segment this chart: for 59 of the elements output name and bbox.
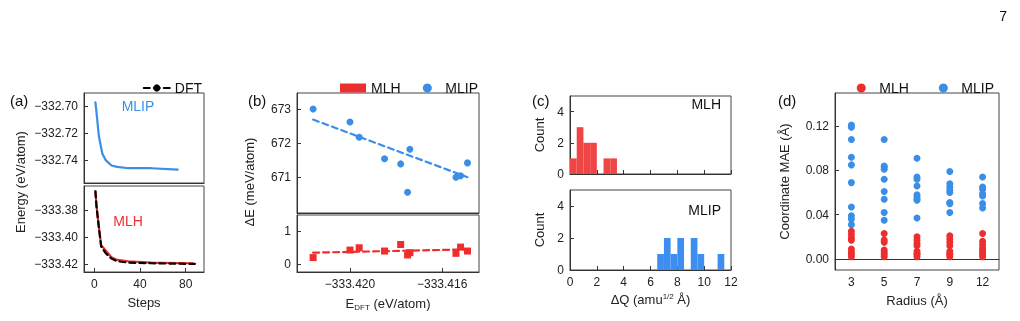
x-tick-label: 12 [724,275,738,289]
y-tick-label: 671 [270,170,292,185]
annotation: MLH [691,96,721,112]
y-tick-label: 4 [557,199,565,213]
legend-label: MLH [371,80,401,96]
y-axis-title: Energy (eV/atom) [12,131,28,233]
y-tick-label: 0.12 [805,119,830,134]
x-tick-label: 0 [566,275,574,289]
legend-label: MLIP [961,80,995,96]
y-tick-label: −332.74 [34,153,79,168]
x-tick-label: 2 [593,275,601,289]
x-tick-label: 9 [946,275,954,289]
x-tick-label: 3 [848,275,856,289]
legend-label: MLH [879,80,909,96]
legend-label: DFT [174,80,203,96]
legend-label: MLIP [445,80,479,96]
y-tick-label: −333.38 [34,203,79,218]
x-tick-label: 6 [647,275,655,289]
x-tick-label: −333.420 [324,277,376,291]
y-tick-label: −332.70 [34,99,79,114]
x-tick-label: 5 [880,275,888,289]
x-tick-label: 10 [697,275,712,289]
y-tick-label: 2 [557,135,565,150]
annotation: MLIP [688,202,721,218]
y-tick-label: 673 [270,102,292,117]
x-tick-label: 40 [133,277,147,291]
chart-title: (c) [532,92,550,109]
x-tick-label: 7 [913,275,921,289]
y-tick-label: −332.72 [34,126,79,141]
y-axis-title: Count [532,212,547,248]
y-tick-label: 0.04 [805,207,830,222]
y-axis-title: ΔE (meV/atom) [241,137,257,227]
y-tick-label: −333.42 [34,256,79,271]
x-tick-label: 4 [620,275,628,289]
y-axis-title: Coordinate MAE (Å) [777,123,792,240]
y-tick-label: 2 [557,231,565,245]
chart-title: (d) [778,92,797,109]
y-tick-label: 0 [284,257,292,272]
x-axis-title: Steps [127,295,162,310]
y-tick-label: 4 [557,104,565,119]
y-tick-label: 0 [557,263,565,277]
text: 7 [999,8,1008,24]
x-axis-title: Radius (Å) [886,293,948,308]
x-tick-label: 12 [975,275,990,289]
y-tick-label: 0 [557,167,565,181]
chart-title: (b) [248,92,267,109]
chart-title: (a) [10,92,29,109]
y-tick-label: 0.08 [805,163,830,178]
x-tick-label: 80 [179,277,193,291]
annotation: MLIP [121,98,155,114]
y-axis-title: Count [532,117,547,153]
x-tick-label: 8 [673,275,681,289]
y-tick-label: 1 [284,224,292,239]
y-tick-label: 0.00 [805,251,830,266]
y-tick-label: 672 [270,136,292,151]
x-tick-label: 0 [90,277,98,291]
annotation: MLH [113,213,143,229]
y-tick-label: −333.40 [34,230,79,245]
x-tick-label: −333.416 [416,277,468,291]
